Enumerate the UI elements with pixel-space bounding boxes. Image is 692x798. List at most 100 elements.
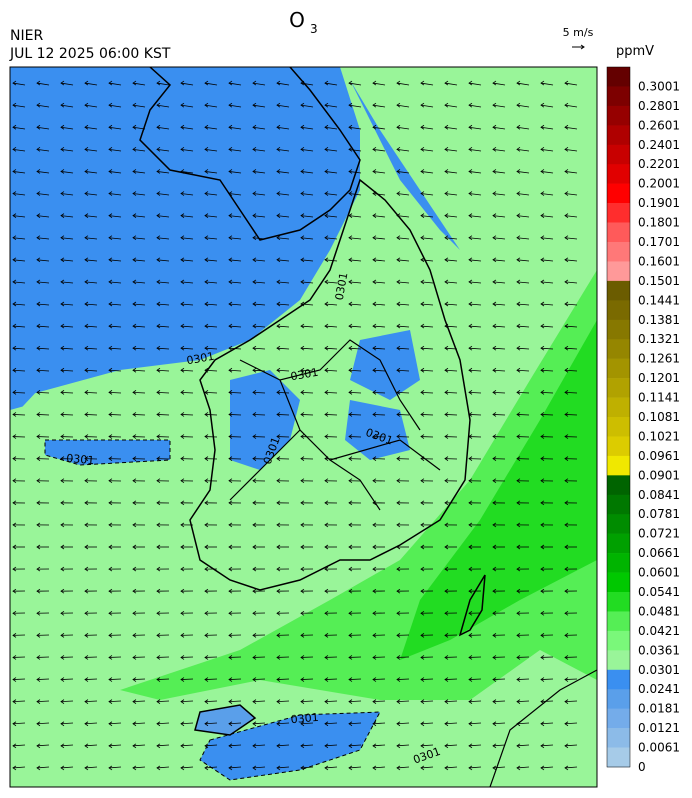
wind-arrowhead <box>84 169 89 174</box>
wind-arrowhead <box>12 80 17 86</box>
wind-arrowhead <box>540 566 545 572</box>
wind-arrowhead <box>300 721 305 727</box>
wind-arrowhead <box>540 367 545 373</box>
wind-arrowhead <box>204 279 209 285</box>
wind-arrow <box>180 369 194 372</box>
wind-arrowhead <box>252 191 257 196</box>
wind-arrow <box>228 325 242 328</box>
wind-arrowhead <box>324 743 329 749</box>
wind-arrow <box>276 722 290 725</box>
wind-arrow <box>156 347 170 350</box>
wind-arrow <box>228 678 242 680</box>
ozone-blue-south <box>199 711 381 781</box>
wind-arrowhead <box>108 610 113 616</box>
wind-arrow <box>420 171 434 174</box>
wind-arrow <box>492 171 506 174</box>
wind-arrow <box>60 148 74 152</box>
wind-arrow <box>12 126 26 130</box>
wind-arrowhead <box>300 677 305 682</box>
wind-arrowhead <box>84 434 89 439</box>
wind-arrowhead <box>132 522 137 528</box>
wind-arrowhead <box>12 721 17 727</box>
wind-arrowhead <box>516 743 521 749</box>
wind-arrowhead <box>276 102 281 108</box>
wind-arrowhead <box>396 522 401 528</box>
wind-arrow <box>180 148 194 152</box>
wind-arrowhead <box>396 544 401 550</box>
wind-arrow <box>36 104 50 108</box>
wind-arrowhead <box>564 655 569 660</box>
wind-arrow <box>132 259 146 262</box>
wind-arrowhead <box>132 279 137 285</box>
wind-arrow <box>252 126 266 130</box>
wind-arrowhead <box>252 124 257 130</box>
contour-label: 0301 <box>289 366 319 384</box>
wind-arrowhead <box>36 699 41 704</box>
wind-arrowhead <box>396 699 401 704</box>
wind-arrow <box>372 215 386 218</box>
wind-arrow <box>468 281 482 284</box>
wind-arrowhead <box>492 456 497 461</box>
wind-arrowhead <box>300 655 305 660</box>
wind-arrowhead <box>396 456 401 461</box>
wind-arrow <box>84 369 98 372</box>
wind-arrowhead <box>180 323 185 329</box>
wind-arrowhead <box>468 588 473 594</box>
wind-arrow <box>60 126 74 130</box>
wind-arrow <box>132 104 146 108</box>
wind-arrowhead <box>84 213 89 218</box>
wind-arrowhead <box>540 323 545 329</box>
wind-arrowhead <box>156 566 161 572</box>
wind-arrowhead <box>228 699 233 704</box>
wind-arrowhead <box>84 610 89 616</box>
wind-arrowhead <box>276 765 281 771</box>
ozone-blue-north <box>10 67 360 400</box>
wind-arrowhead <box>204 566 209 572</box>
colorbar-swatch <box>607 553 630 573</box>
wind-arrow <box>564 391 578 394</box>
wind-arrow <box>108 678 122 680</box>
colorbar-swatch <box>607 378 630 398</box>
wind-arrowhead <box>324 566 329 572</box>
wind-arrowhead <box>324 191 329 196</box>
wind-arrow <box>108 700 122 703</box>
wind-arrow <box>564 347 578 350</box>
wind-arrow <box>12 766 26 769</box>
wind-arrow <box>372 678 386 680</box>
wind-arrowhead <box>132 655 137 660</box>
wind-arrow <box>348 259 362 262</box>
wind-arrowhead <box>348 191 353 196</box>
wind-arrow <box>84 678 98 680</box>
wind-arrowhead <box>12 743 17 749</box>
wind-arrowhead <box>84 412 89 417</box>
wind-arrow <box>156 148 170 152</box>
wind-arrow <box>516 678 530 680</box>
wind-arrow <box>108 171 122 174</box>
wind-arrowhead <box>204 102 209 108</box>
wind-arrow <box>108 215 122 218</box>
vector-scale-arrowhead <box>580 44 585 50</box>
wind-arrowhead <box>276 147 281 152</box>
wind-arrow <box>60 347 74 350</box>
wind-arrow <box>84 347 98 350</box>
wind-arrow <box>372 237 386 240</box>
wind-arrow <box>12 237 26 240</box>
wind-arrowhead <box>36 478 41 484</box>
wind-arrow <box>372 347 386 350</box>
wind-arrowhead <box>492 367 497 373</box>
wind-arrowhead <box>468 434 473 439</box>
wind-arrowhead <box>300 412 305 417</box>
wind-arrowhead <box>132 699 137 704</box>
wind-arrow <box>228 104 242 108</box>
colorbar-label: 0.1081 <box>638 410 680 424</box>
wind-arrowhead <box>348 345 353 351</box>
wind-arrow <box>396 171 410 174</box>
wind-arrowhead <box>132 610 137 616</box>
wind-arrowhead <box>516 345 521 351</box>
wind-arrowhead <box>84 235 89 241</box>
wind-arrowhead <box>444 323 449 329</box>
wind-arrowhead <box>36 191 41 196</box>
wind-arrowhead <box>84 478 89 484</box>
wind-arrowhead <box>132 102 137 108</box>
